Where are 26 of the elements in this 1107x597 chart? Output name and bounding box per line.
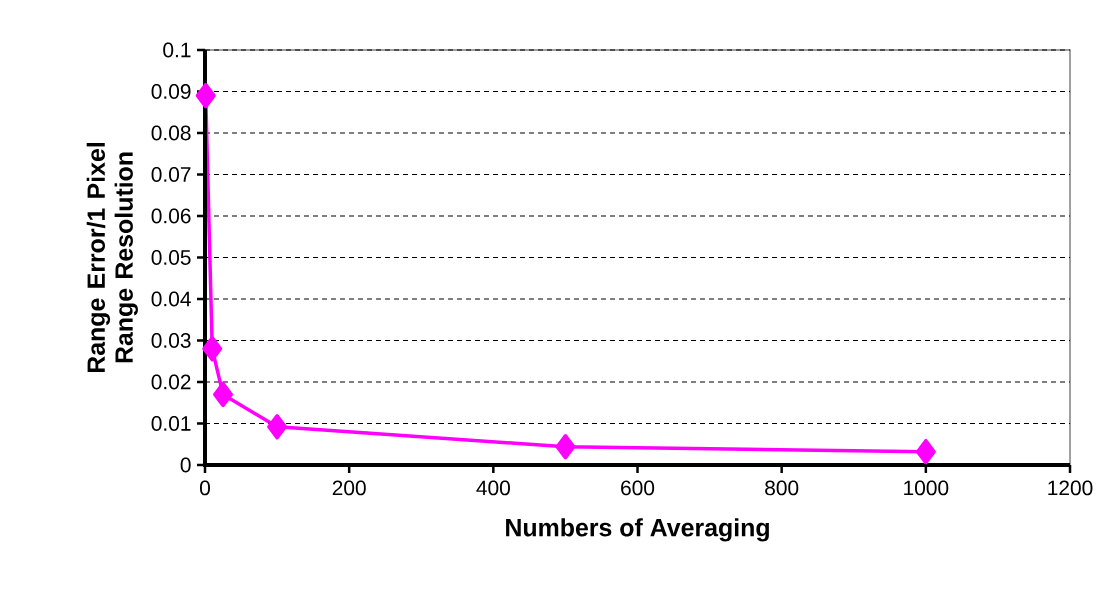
x-axis-title: Numbers of Averaging — [506, 518, 769, 542]
y-tick-label: 0.08 — [151, 125, 191, 141]
y-tick-label: 0.09 — [151, 84, 191, 99]
x-tick-label: 1200 — [1048, 480, 1093, 496]
y-tick-label: 0.02 — [151, 374, 191, 390]
y-tick-label: 0.07 — [151, 167, 191, 182]
y-tick-label: 0 — [180, 457, 191, 473]
point — [202, 336, 223, 362]
x-tick-label: 600 — [621, 480, 655, 496]
y-tick-label: 0.1 — [163, 42, 191, 58]
y-tick-label: 0.05 — [151, 250, 191, 265]
x-tick-label: 0 — [200, 480, 210, 496]
point — [267, 414, 288, 440]
point — [213, 381, 234, 408]
y-tick-label: 0.01 — [151, 416, 191, 431]
y-axis-title: Range Error/1 Pixel Range Resolution — [86, 143, 138, 373]
point — [195, 82, 216, 109]
y-tick-label: 0.03 — [151, 333, 191, 348]
x-tick-label: 400 — [476, 480, 510, 496]
point — [555, 433, 576, 460]
x-tick-label: 1000 — [904, 480, 949, 496]
point — [915, 438, 936, 465]
x-tick-label: 800 — [765, 480, 799, 496]
y-tick-label: 0.04 — [151, 291, 191, 307]
x-tick-label: 200 — [332, 480, 366, 496]
y-tick-label: 0.06 — [151, 208, 191, 224]
